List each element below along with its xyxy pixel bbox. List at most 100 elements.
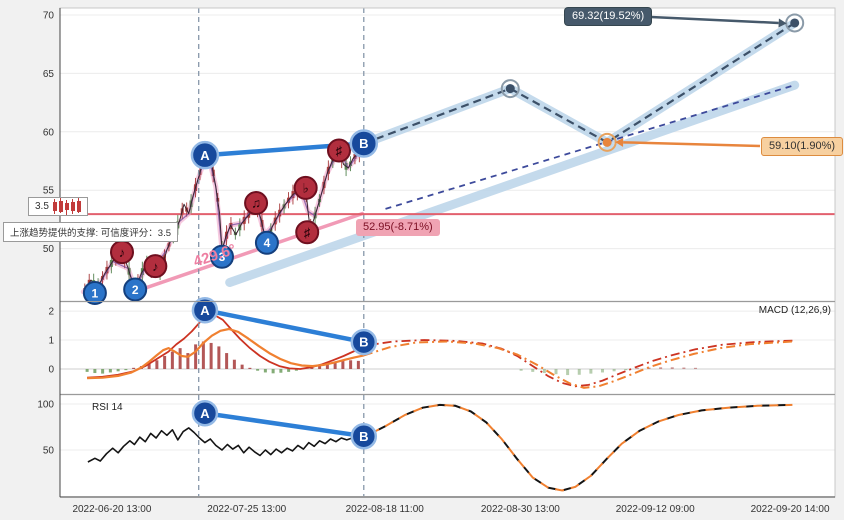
marker-A[interactable]: A: [190, 140, 220, 170]
marker-♯[interactable]: ♯: [295, 220, 320, 245]
uptrend-channel-band: [225, 80, 800, 287]
macd-histogram-bar: [163, 355, 167, 369]
macd-histogram-bar: [209, 342, 213, 369]
macd-histogram-bar: [635, 368, 639, 369]
ring-marker-dot: [505, 84, 515, 94]
svg-text:♪: ♪: [119, 245, 126, 260]
rsi-ab-trendline[interactable]: [202, 410, 367, 439]
svg-text:B: B: [359, 429, 368, 444]
macd-histogram-bar: [542, 368, 546, 374]
x-axis-label: 2022-09-12 09:00: [616, 504, 695, 515]
target-arrow: [650, 15, 779, 25]
svg-text:2: 2: [132, 283, 139, 297]
macd-histogram-bar: [248, 367, 252, 369]
ring-marker[interactable]: [500, 79, 520, 99]
svg-text:B: B: [359, 136, 368, 151]
marker-1[interactable]: 1: [82, 280, 107, 305]
svg-text:A: A: [200, 406, 210, 421]
macd-histogram-bar: [341, 360, 345, 369]
x-axis-label: 2022-08-30 13:00: [481, 504, 560, 515]
y-axis-tick: 50: [43, 244, 55, 255]
macd-signal-line: [87, 327, 365, 380]
target-price-label[interactable]: 69.32(19.52%): [565, 8, 652, 25]
rsi-projection-orange: [363, 403, 793, 492]
macd-ab-trendline[interactable]: [202, 307, 367, 345]
marker-♪[interactable]: ♪: [110, 240, 134, 265]
x-axis-label: 2022-09-20 14:00: [751, 504, 830, 515]
svg-text:♯: ♯: [336, 143, 343, 158]
macd-histogram-bar: [287, 368, 291, 372]
macd-histogram-bar: [194, 344, 198, 369]
ring-marker-dot: [602, 137, 612, 147]
macd-histogram-bar: [601, 368, 604, 373]
y-axis-tick: 0: [48, 364, 54, 375]
macd-histogram-bar: [271, 368, 275, 374]
x-axis-label: 2022-06-20 13:00: [72, 504, 151, 515]
macd-histogram-bar: [356, 360, 360, 369]
mid-price-label[interactable]: 59.10(1.90%): [761, 137, 844, 156]
marker-♯[interactable]: ♯: [327, 138, 351, 163]
marker-2[interactable]: 2: [123, 277, 148, 302]
support-price-label[interactable]: 52.95(-8.71%): [356, 219, 440, 236]
macd-histogram-bar: [170, 351, 174, 369]
y-axis-tick: 65: [43, 69, 55, 80]
macd-histogram-bar: [612, 368, 616, 372]
macd-histogram-bar: [155, 360, 159, 369]
rsi-indicator-label: RSI 14: [92, 402, 123, 413]
y-axis-tick: 100: [37, 400, 54, 411]
pink-trendline: [135, 211, 365, 293]
marker-B[interactable]: B: [350, 422, 378, 450]
marker-4[interactable]: 4: [254, 230, 279, 255]
macd-histogram-bar: [325, 363, 329, 369]
price-series-line: [82, 143, 365, 293]
marker-♭[interactable]: ♭: [293, 175, 318, 200]
macd-histogram-bar: [333, 361, 337, 369]
svg-text:♯: ♯: [304, 225, 311, 240]
mid-arrow-head: [615, 137, 624, 147]
macd-histogram-bar: [294, 368, 298, 371]
macd-histogram-bar: [624, 368, 628, 371]
marker-♪[interactable]: ♪: [143, 254, 168, 279]
macd-indicator-label: MACD (12,26,9): [758, 305, 831, 316]
y-axis-tick: 70: [43, 11, 55, 22]
macd-histogram-bar: [108, 368, 112, 373]
score-value: 3.5: [35, 201, 49, 212]
macd-histogram-bar: [101, 368, 105, 374]
macd-histogram-bar: [217, 346, 221, 369]
svg-text:4: 4: [264, 236, 271, 250]
macd-histogram-bar: [225, 353, 229, 369]
svg-text:B: B: [359, 335, 368, 350]
y-axis-tick: 60: [43, 127, 55, 138]
macd-panel-bg: [60, 303, 835, 393]
svg-text:A: A: [200, 148, 210, 163]
macd-histogram-bar: [85, 368, 89, 372]
marker-3[interactable]: 3: [209, 244, 234, 269]
rsi-panel-bg: [60, 396, 835, 496]
marker-A[interactable]: A: [191, 296, 219, 324]
marker-B[interactable]: B: [350, 328, 378, 356]
svg-text:♭: ♭: [303, 181, 309, 196]
score-chip[interactable]: 3.5: [28, 197, 88, 216]
macd-histogram-bar: [519, 368, 523, 371]
macd-histogram-bar: [531, 368, 535, 372]
macd-histogram-bar: [349, 360, 353, 369]
macd-histogram-bar: [240, 364, 244, 369]
macd-histogram-bar: [566, 368, 570, 376]
mini-candles-icon: [52, 198, 81, 215]
y-axis-tick: 55: [43, 186, 55, 197]
macd-histogram-bar: [178, 348, 182, 369]
support-tooltip: 上涨趋势提供的支撑: 可信度评分：3.5: [3, 222, 178, 242]
y-axis-tick: 1: [48, 336, 54, 347]
macd-histogram-bar: [577, 368, 581, 375]
mid-arrow: [623, 141, 761, 148]
rsi-line: [87, 427, 365, 463]
macd-histogram-bar: [93, 368, 97, 374]
macd-histogram-bar: [318, 364, 322, 369]
marker-A[interactable]: A: [191, 399, 219, 427]
marker-♫[interactable]: ♫: [244, 191, 269, 216]
marker-B[interactable]: B: [349, 129, 379, 158]
macd-histogram-bar: [694, 367, 697, 369]
ring-marker[interactable]: [785, 13, 805, 33]
main-projection-line: [363, 22, 796, 145]
